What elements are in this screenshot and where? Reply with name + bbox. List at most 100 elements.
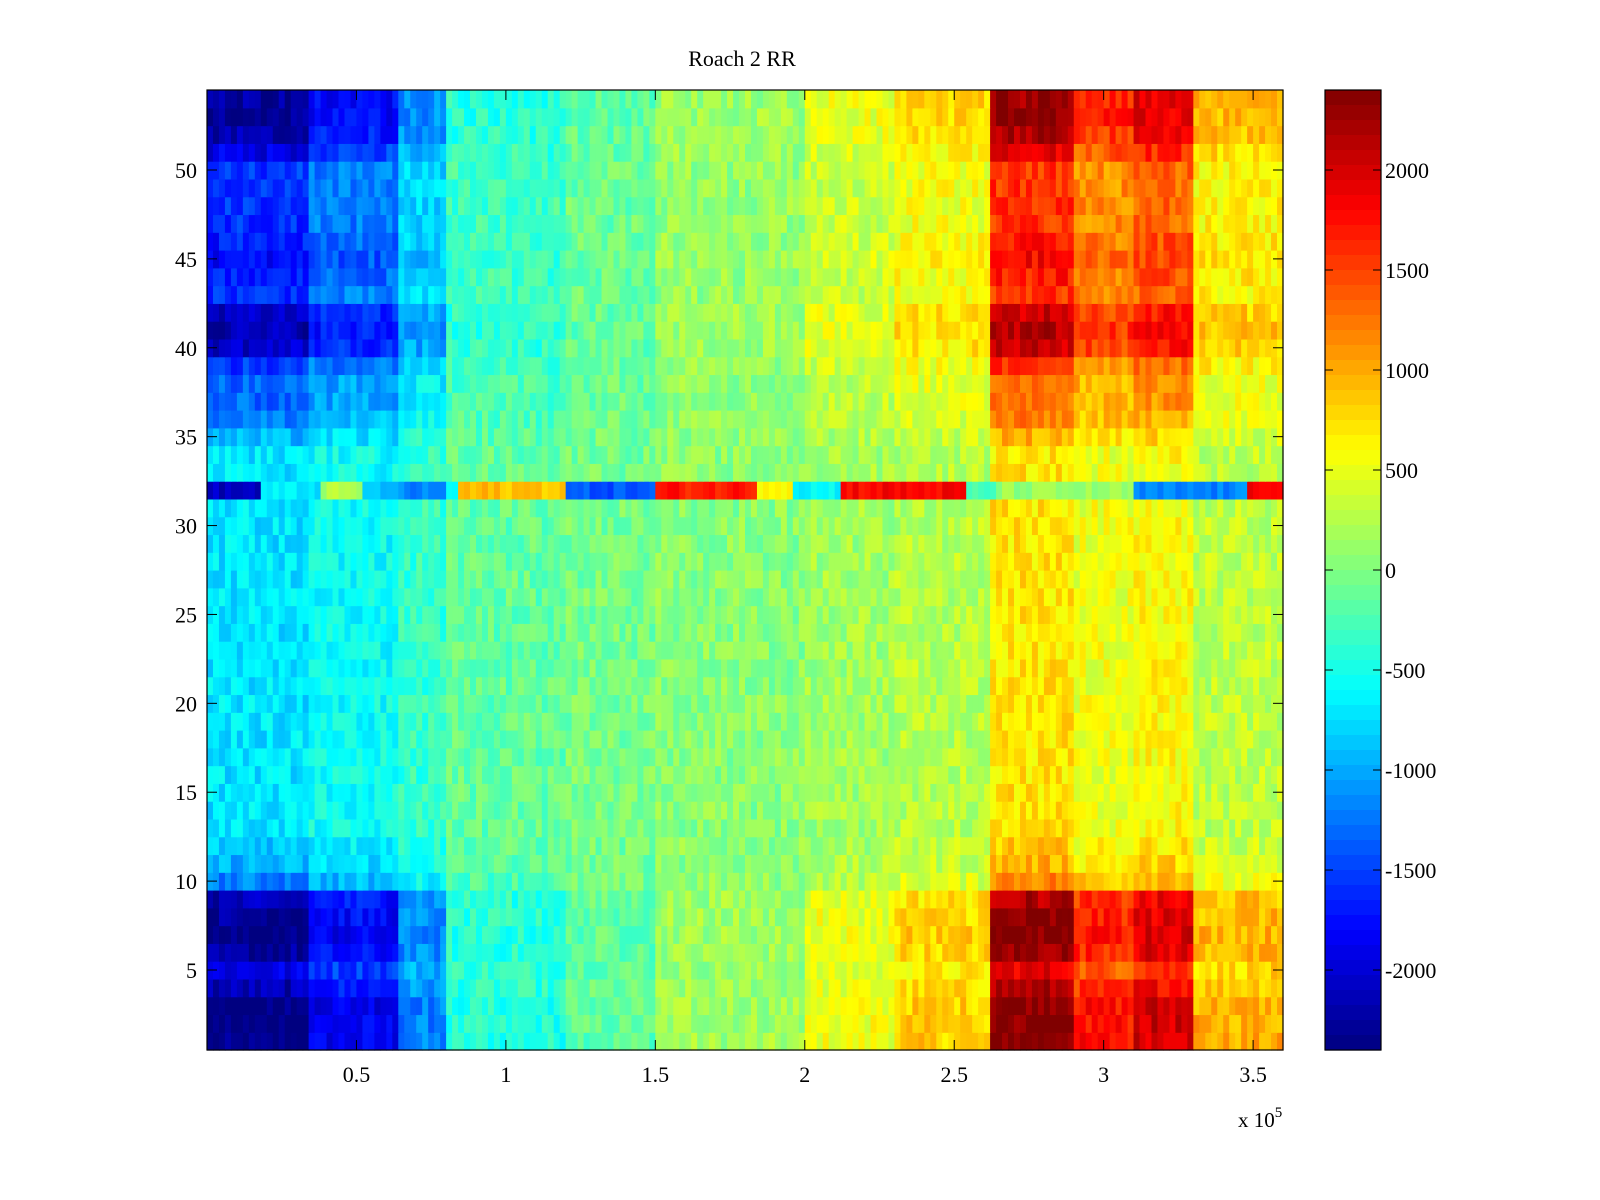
heatmap-cell bbox=[428, 836, 435, 856]
heatmap-cell bbox=[882, 658, 890, 678]
heatmap-cell bbox=[900, 783, 907, 802]
heatmap-cell bbox=[332, 730, 340, 749]
heatmap-cell bbox=[637, 783, 644, 802]
heatmap-cell bbox=[422, 996, 429, 1016]
heatmap-cell bbox=[1205, 623, 1212, 642]
heatmap-cell bbox=[207, 907, 214, 927]
heatmap-cell bbox=[1235, 676, 1242, 696]
heatmap-cell bbox=[1235, 996, 1242, 1016]
heatmap-cell bbox=[966, 552, 973, 571]
heatmap-cell bbox=[398, 961, 405, 980]
heatmap-cell bbox=[1169, 872, 1176, 891]
heatmap-cell bbox=[446, 996, 453, 1016]
heatmap-cell bbox=[876, 658, 884, 678]
heatmap-cell bbox=[846, 765, 854, 784]
heatmap-cell bbox=[1109, 961, 1117, 980]
heatmap-cell bbox=[846, 890, 854, 909]
heatmap-cell bbox=[1247, 836, 1254, 856]
heatmap-cell bbox=[511, 730, 519, 749]
heatmap-cell bbox=[966, 712, 973, 731]
heatmap-cell bbox=[912, 730, 919, 749]
heatmap-cell bbox=[493, 836, 501, 856]
heatmap-cell bbox=[416, 623, 423, 642]
heatmap-cell bbox=[1193, 1014, 1200, 1033]
heatmap-cell bbox=[212, 978, 220, 998]
heatmap-cell bbox=[547, 1032, 555, 1051]
heatmap-cell bbox=[410, 1014, 417, 1033]
heatmap-cell bbox=[1241, 605, 1248, 624]
heatmap-cell bbox=[1061, 1014, 1069, 1033]
heatmap-cell bbox=[571, 641, 579, 660]
heatmap-cell bbox=[966, 694, 973, 713]
heatmap-cell bbox=[583, 836, 591, 856]
heatmap-cell bbox=[356, 570, 364, 589]
heatmap-cell bbox=[541, 801, 549, 820]
heatmap-cell bbox=[1031, 676, 1039, 696]
heatmap-cell bbox=[362, 978, 369, 998]
heatmap-cell bbox=[326, 890, 334, 909]
heatmap-cell bbox=[822, 1014, 830, 1033]
heatmap-cell bbox=[972, 961, 979, 980]
heatmap-cell bbox=[780, 730, 788, 749]
heatmap-cell bbox=[338, 552, 346, 571]
heatmap-cell bbox=[673, 925, 680, 944]
heatmap-cell bbox=[1043, 765, 1051, 784]
heatmap-cell bbox=[499, 641, 507, 660]
heatmap-cell bbox=[308, 765, 316, 784]
heatmap-cell bbox=[1019, 570, 1027, 589]
heatmap-cell bbox=[1265, 801, 1272, 820]
heatmap-cell bbox=[625, 1032, 633, 1051]
heatmap-cell bbox=[314, 730, 322, 749]
heatmap-cell bbox=[350, 694, 358, 713]
heatmap-cell bbox=[1277, 890, 1284, 909]
heatmap-cell bbox=[1049, 676, 1057, 696]
heatmap-cell bbox=[942, 872, 949, 891]
heatmap-cell bbox=[1115, 587, 1123, 607]
heatmap-cell bbox=[218, 712, 226, 731]
heatmap-cell bbox=[924, 694, 931, 713]
heatmap-cell bbox=[1133, 658, 1141, 678]
heatmap-cell bbox=[1223, 623, 1230, 642]
heatmap-cell bbox=[685, 783, 692, 802]
heatmap-cell bbox=[798, 996, 806, 1016]
heatmap-cell bbox=[547, 978, 555, 998]
heatmap-cell bbox=[571, 961, 579, 980]
heatmap-cell bbox=[721, 1014, 728, 1033]
heatmap-cell bbox=[392, 623, 399, 642]
heatmap-cell bbox=[1002, 943, 1009, 962]
heatmap-cell bbox=[637, 712, 644, 731]
heatmap-cell bbox=[768, 1014, 776, 1033]
heatmap-cell bbox=[230, 996, 238, 1016]
heatmap-cell bbox=[601, 694, 609, 713]
heatmap-cell bbox=[804, 694, 812, 713]
heatmap-cell bbox=[1031, 712, 1039, 731]
heatmap-cell bbox=[481, 658, 489, 678]
heatmap-cell bbox=[727, 765, 734, 784]
heatmap-cell bbox=[673, 747, 680, 767]
heatmap-cell bbox=[804, 1032, 812, 1051]
heatmap-cell bbox=[326, 978, 334, 998]
heatmap-cell bbox=[1115, 570, 1123, 589]
heatmap-cell bbox=[631, 694, 638, 713]
heatmap-cell bbox=[822, 925, 830, 944]
heatmap-cell bbox=[1061, 658, 1069, 678]
heatmap-cell bbox=[362, 641, 369, 660]
heatmap-cell bbox=[1043, 658, 1051, 678]
heatmap-cell bbox=[703, 694, 710, 713]
heatmap-cell bbox=[745, 658, 752, 678]
heatmap-cell bbox=[529, 907, 537, 927]
heatmap-cell bbox=[810, 641, 818, 660]
heatmap-cell bbox=[422, 623, 429, 642]
heatmap-cell bbox=[840, 783, 848, 802]
heatmap-cell bbox=[1229, 783, 1236, 802]
heatmap-cell bbox=[523, 818, 531, 838]
heatmap-cell bbox=[601, 641, 609, 660]
heatmap-cell bbox=[858, 676, 866, 696]
heatmap-cell bbox=[727, 605, 734, 624]
heatmap-cell bbox=[577, 925, 585, 944]
heatmap-cell bbox=[1187, 907, 1194, 927]
heatmap-cell bbox=[1115, 836, 1123, 856]
heatmap-cell bbox=[649, 712, 656, 731]
heatmap-cell bbox=[1127, 783, 1135, 802]
heatmap-cell bbox=[529, 801, 537, 820]
